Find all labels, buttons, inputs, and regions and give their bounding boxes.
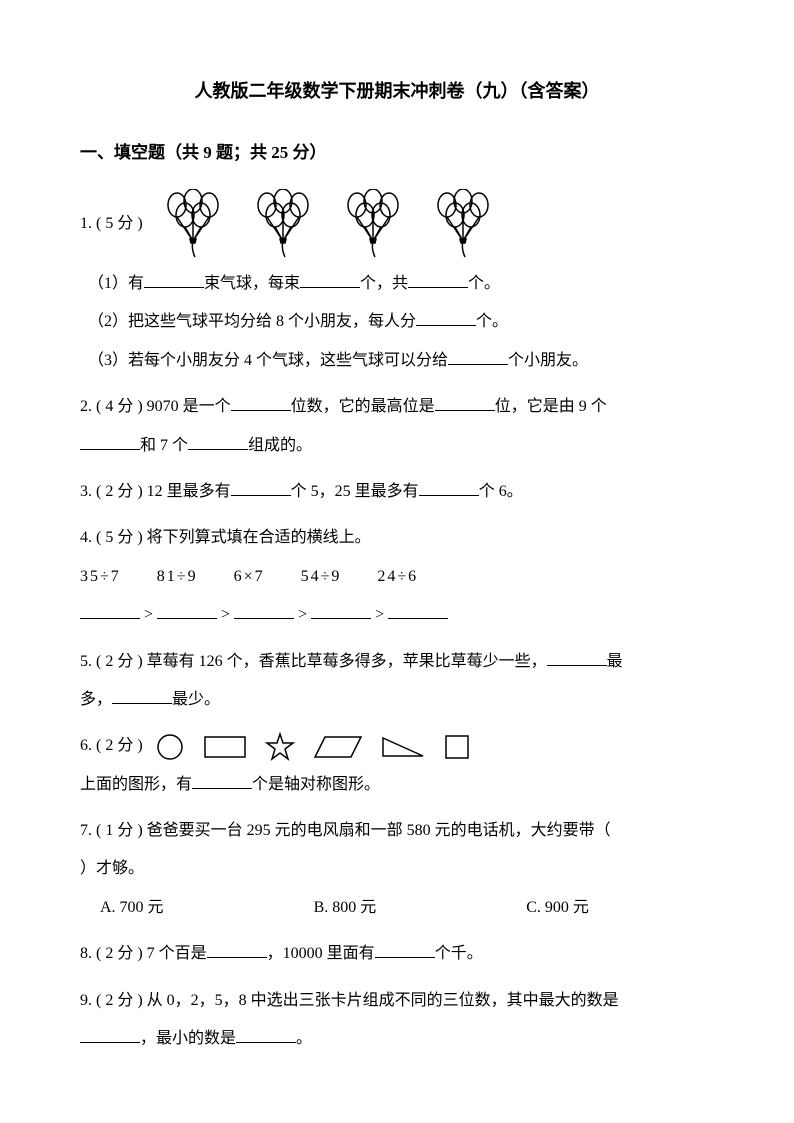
blank[interactable]: [192, 773, 252, 789]
blank[interactable]: [231, 395, 291, 411]
balloon-row: [163, 189, 493, 259]
q1-3b: 个小朋友。: [508, 352, 588, 369]
q5d: 最少。: [172, 691, 220, 708]
q1-1b: 束气球，每束: [204, 275, 300, 292]
q9c: 。: [296, 1030, 312, 1047]
q7-optC[interactable]: C. 900 元: [526, 889, 589, 927]
blank[interactable]: [435, 395, 495, 411]
q5: 5. ( 2 分 ) 草莓有 126 个，香蕉比草莓多得多，苹果比草莓少一些， 最…: [80, 643, 714, 720]
blank[interactable]: [419, 480, 479, 496]
blank[interactable]: [207, 942, 267, 958]
blank[interactable]: [157, 603, 217, 619]
blank[interactable]: [236, 1027, 296, 1043]
blank[interactable]: [311, 603, 371, 619]
q1-1c: 个，共: [360, 275, 408, 292]
blank[interactable]: [80, 603, 140, 619]
blank[interactable]: [408, 272, 468, 288]
blank[interactable]: [234, 603, 294, 619]
rectangle-icon: [203, 733, 247, 761]
q6b: 上面的图形，有: [80, 776, 192, 793]
balloon-bunch-icon: [163, 189, 223, 259]
blank[interactable]: [80, 1027, 140, 1043]
q8a: 8. ( 2 分 ) 7 个百是: [80, 945, 207, 962]
q7-optA[interactable]: A. 700 元: [100, 889, 164, 927]
square-icon: [443, 733, 471, 761]
q9: 9. ( 2 分 ) 从 0，2，5，8 中选出三张卡片组成不同的三位数，其中最…: [80, 982, 714, 1059]
parallelogram-icon: [313, 733, 363, 761]
q8c: 个千。: [435, 945, 483, 962]
q3b: 个 5，25 里最多有: [291, 483, 419, 500]
circle-icon: [155, 732, 185, 762]
q4a: 4. ( 5 分 ) 将下列算式填在合适的横线上。: [80, 519, 714, 557]
balloon-bunch-icon: [253, 189, 313, 259]
q1-2a: （2）把这些气球平均分给 8 个小朋友，每人分: [88, 313, 416, 330]
q2d: 和 7 个: [140, 437, 188, 454]
blank[interactable]: [416, 310, 476, 326]
q8: 8. ( 2 分 ) 7 个百是 ，10000 里面有 个千。: [80, 935, 714, 973]
section-header: 一、填空题（共 9 题；共 25 分）: [80, 133, 714, 174]
blank[interactable]: [188, 434, 248, 450]
page-title: 人教版二年级数学下册期末冲刺卷（九）（含答案）: [80, 70, 714, 113]
q2c: 位，它是由 9 个: [495, 398, 607, 415]
q1-2b: 个。: [476, 313, 508, 330]
q1-1a: （1）有: [88, 275, 144, 292]
blank[interactable]: [448, 349, 508, 365]
blank[interactable]: [300, 272, 360, 288]
q5b: 最: [607, 653, 623, 670]
q2: 2. ( 4 分 ) 9070 是一个 位数，它的最高位是 位，它是由 9 个 和 …: [80, 388, 714, 465]
q3: 3. ( 2 分 ) 12 里最多有 个 5，25 里最多有 个 6。: [80, 473, 714, 511]
q7b: ）才够。: [80, 860, 144, 877]
blank[interactable]: [388, 603, 448, 619]
q1: 1. ( 5 分 ): [80, 189, 714, 380]
q1-prefix: 1. ( 5 分 ): [80, 205, 143, 243]
q9b: ，最小的数是: [140, 1030, 236, 1047]
star-icon: [265, 732, 295, 762]
q3c: 个 6。: [479, 483, 523, 500]
q2b: 位数，它的最高位是: [291, 398, 435, 415]
blank[interactable]: [231, 480, 291, 496]
q5a: 5. ( 2 分 ) 草莓有 126 个，香蕉比草莓多得多，苹果比草莓少一些，: [80, 653, 547, 670]
q7a: 7. ( 1 分 ) 爸爸要买一台 295 元的电风扇和一部 580 元的电话机…: [80, 822, 611, 839]
q1-1d: 个。: [468, 275, 500, 292]
right-triangle-icon: [381, 734, 425, 760]
blank[interactable]: [144, 272, 204, 288]
balloon-bunch-icon: [343, 189, 403, 259]
blank[interactable]: [375, 942, 435, 958]
q4-expr: 35÷7 81÷9 6×7 54÷9 24÷6: [80, 558, 714, 596]
q6c: 个是轴对称图形。: [252, 776, 380, 793]
q1-3a: （3）若每个小朋友分 4 个气球，这些气球可以分给: [88, 352, 448, 369]
shapes-row: [155, 732, 471, 762]
q2e: 组成的。: [248, 437, 312, 454]
q7: 7. ( 1 分 ) 爸爸要买一台 295 元的电风扇和一部 580 元的电话机…: [80, 812, 714, 927]
q9a: 9. ( 2 分 ) 从 0，2，5，8 中选出三张卡片组成不同的三位数，其中最…: [80, 992, 619, 1009]
q6: 6. ( 2 分 ) 上面的图形，有 个是轴对称图形。: [80, 727, 714, 804]
blank[interactable]: [80, 434, 140, 450]
q4: 4. ( 5 分 ) 将下列算式填在合适的横线上。 35÷7 81÷9 6×7 …: [80, 519, 714, 634]
q6a: 6. ( 2 分 ): [80, 737, 143, 754]
blank[interactable]: [547, 650, 607, 666]
q2a: 2. ( 4 分 ) 9070 是一个: [80, 398, 231, 415]
balloon-bunch-icon: [433, 189, 493, 259]
q8b: ，10000 里面有: [267, 945, 375, 962]
q5c: 多，: [80, 691, 112, 708]
q3a: 3. ( 2 分 ) 12 里最多有: [80, 483, 231, 500]
q7-optB[interactable]: B. 800 元: [314, 889, 377, 927]
blank[interactable]: [112, 688, 172, 704]
